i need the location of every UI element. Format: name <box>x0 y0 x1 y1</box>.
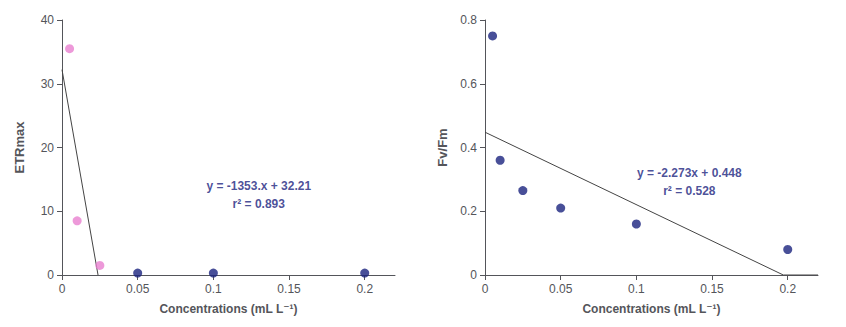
svg-text:y = -1353.x + 32.21: y = -1353.x + 32.21 <box>206 179 311 193</box>
svg-text:0.2: 0.2 <box>460 204 477 218</box>
svg-text:20: 20 <box>41 141 55 155</box>
svg-text:0.05: 0.05 <box>549 282 573 296</box>
svg-text:0: 0 <box>470 268 477 282</box>
svg-text:Fv/Fm: Fv/Fm <box>435 128 450 166</box>
svg-text:r² = 0.893: r² = 0.893 <box>233 197 286 211</box>
svg-text:10: 10 <box>41 204 55 218</box>
svg-text:0.4: 0.4 <box>460 141 477 155</box>
svg-text:ETRmax: ETRmax <box>12 121 27 174</box>
svg-text:0: 0 <box>47 268 54 282</box>
svg-text:0.2: 0.2 <box>356 282 373 296</box>
svg-text:0: 0 <box>59 282 66 296</box>
svg-text:0: 0 <box>482 282 489 296</box>
svg-text:Concentrations (mL L⁻¹): Concentrations (mL L⁻¹) <box>582 302 720 316</box>
svg-text:y = -2.273x + 0.448: y = -2.273x + 0.448 <box>637 166 742 180</box>
svg-text:0.15: 0.15 <box>277 282 301 296</box>
svg-text:r² = 0.528: r² = 0.528 <box>663 184 716 198</box>
svg-text:0.1: 0.1 <box>205 282 222 296</box>
svg-text:30: 30 <box>41 77 55 91</box>
svg-text:0.8: 0.8 <box>460 13 477 27</box>
svg-text:0.2: 0.2 <box>779 282 796 296</box>
svg-text:0.15: 0.15 <box>700 282 724 296</box>
svg-text:0.05: 0.05 <box>126 282 150 296</box>
svg-text:Concentrations (mL L⁻¹): Concentrations (mL L⁻¹) <box>159 302 297 316</box>
svg-text:40: 40 <box>41 13 55 27</box>
svg-text:0.1: 0.1 <box>628 282 645 296</box>
svg-text:0.6: 0.6 <box>460 77 477 91</box>
